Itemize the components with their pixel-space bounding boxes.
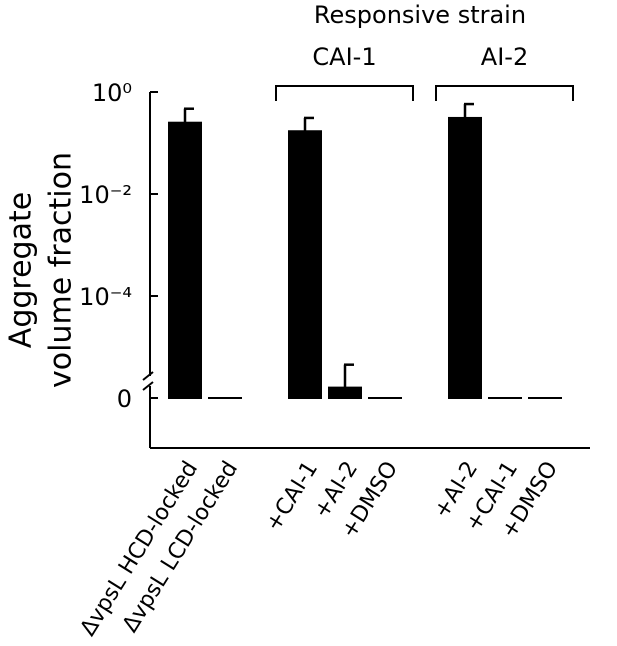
group-bracket bbox=[275, 85, 414, 101]
axis-break bbox=[142, 381, 154, 391]
bar bbox=[368, 397, 402, 399]
y-axis-label: Aggregate bbox=[4, 192, 39, 348]
y-tick-label: 10⁻⁴ bbox=[79, 283, 132, 311]
x-tick-label: +CAI-1 bbox=[261, 457, 323, 536]
group-bracket bbox=[435, 85, 574, 101]
chart-title: Responsive strain bbox=[314, 1, 526, 29]
bar bbox=[448, 116, 482, 399]
bar bbox=[208, 397, 242, 399]
group-label: CAI-1 bbox=[312, 43, 376, 71]
bar bbox=[288, 130, 322, 399]
y-tick-label: 10⁻² bbox=[79, 181, 132, 209]
y-tick-label: 10⁰ bbox=[92, 79, 132, 107]
bar bbox=[488, 397, 522, 399]
bar bbox=[528, 397, 562, 399]
y-tick-label: 0 bbox=[117, 385, 132, 413]
axis-break bbox=[142, 371, 154, 381]
y-axis-label: volume fraction bbox=[44, 152, 79, 388]
bar bbox=[168, 121, 202, 399]
bar bbox=[328, 386, 362, 399]
group-label: AI-2 bbox=[481, 43, 528, 71]
